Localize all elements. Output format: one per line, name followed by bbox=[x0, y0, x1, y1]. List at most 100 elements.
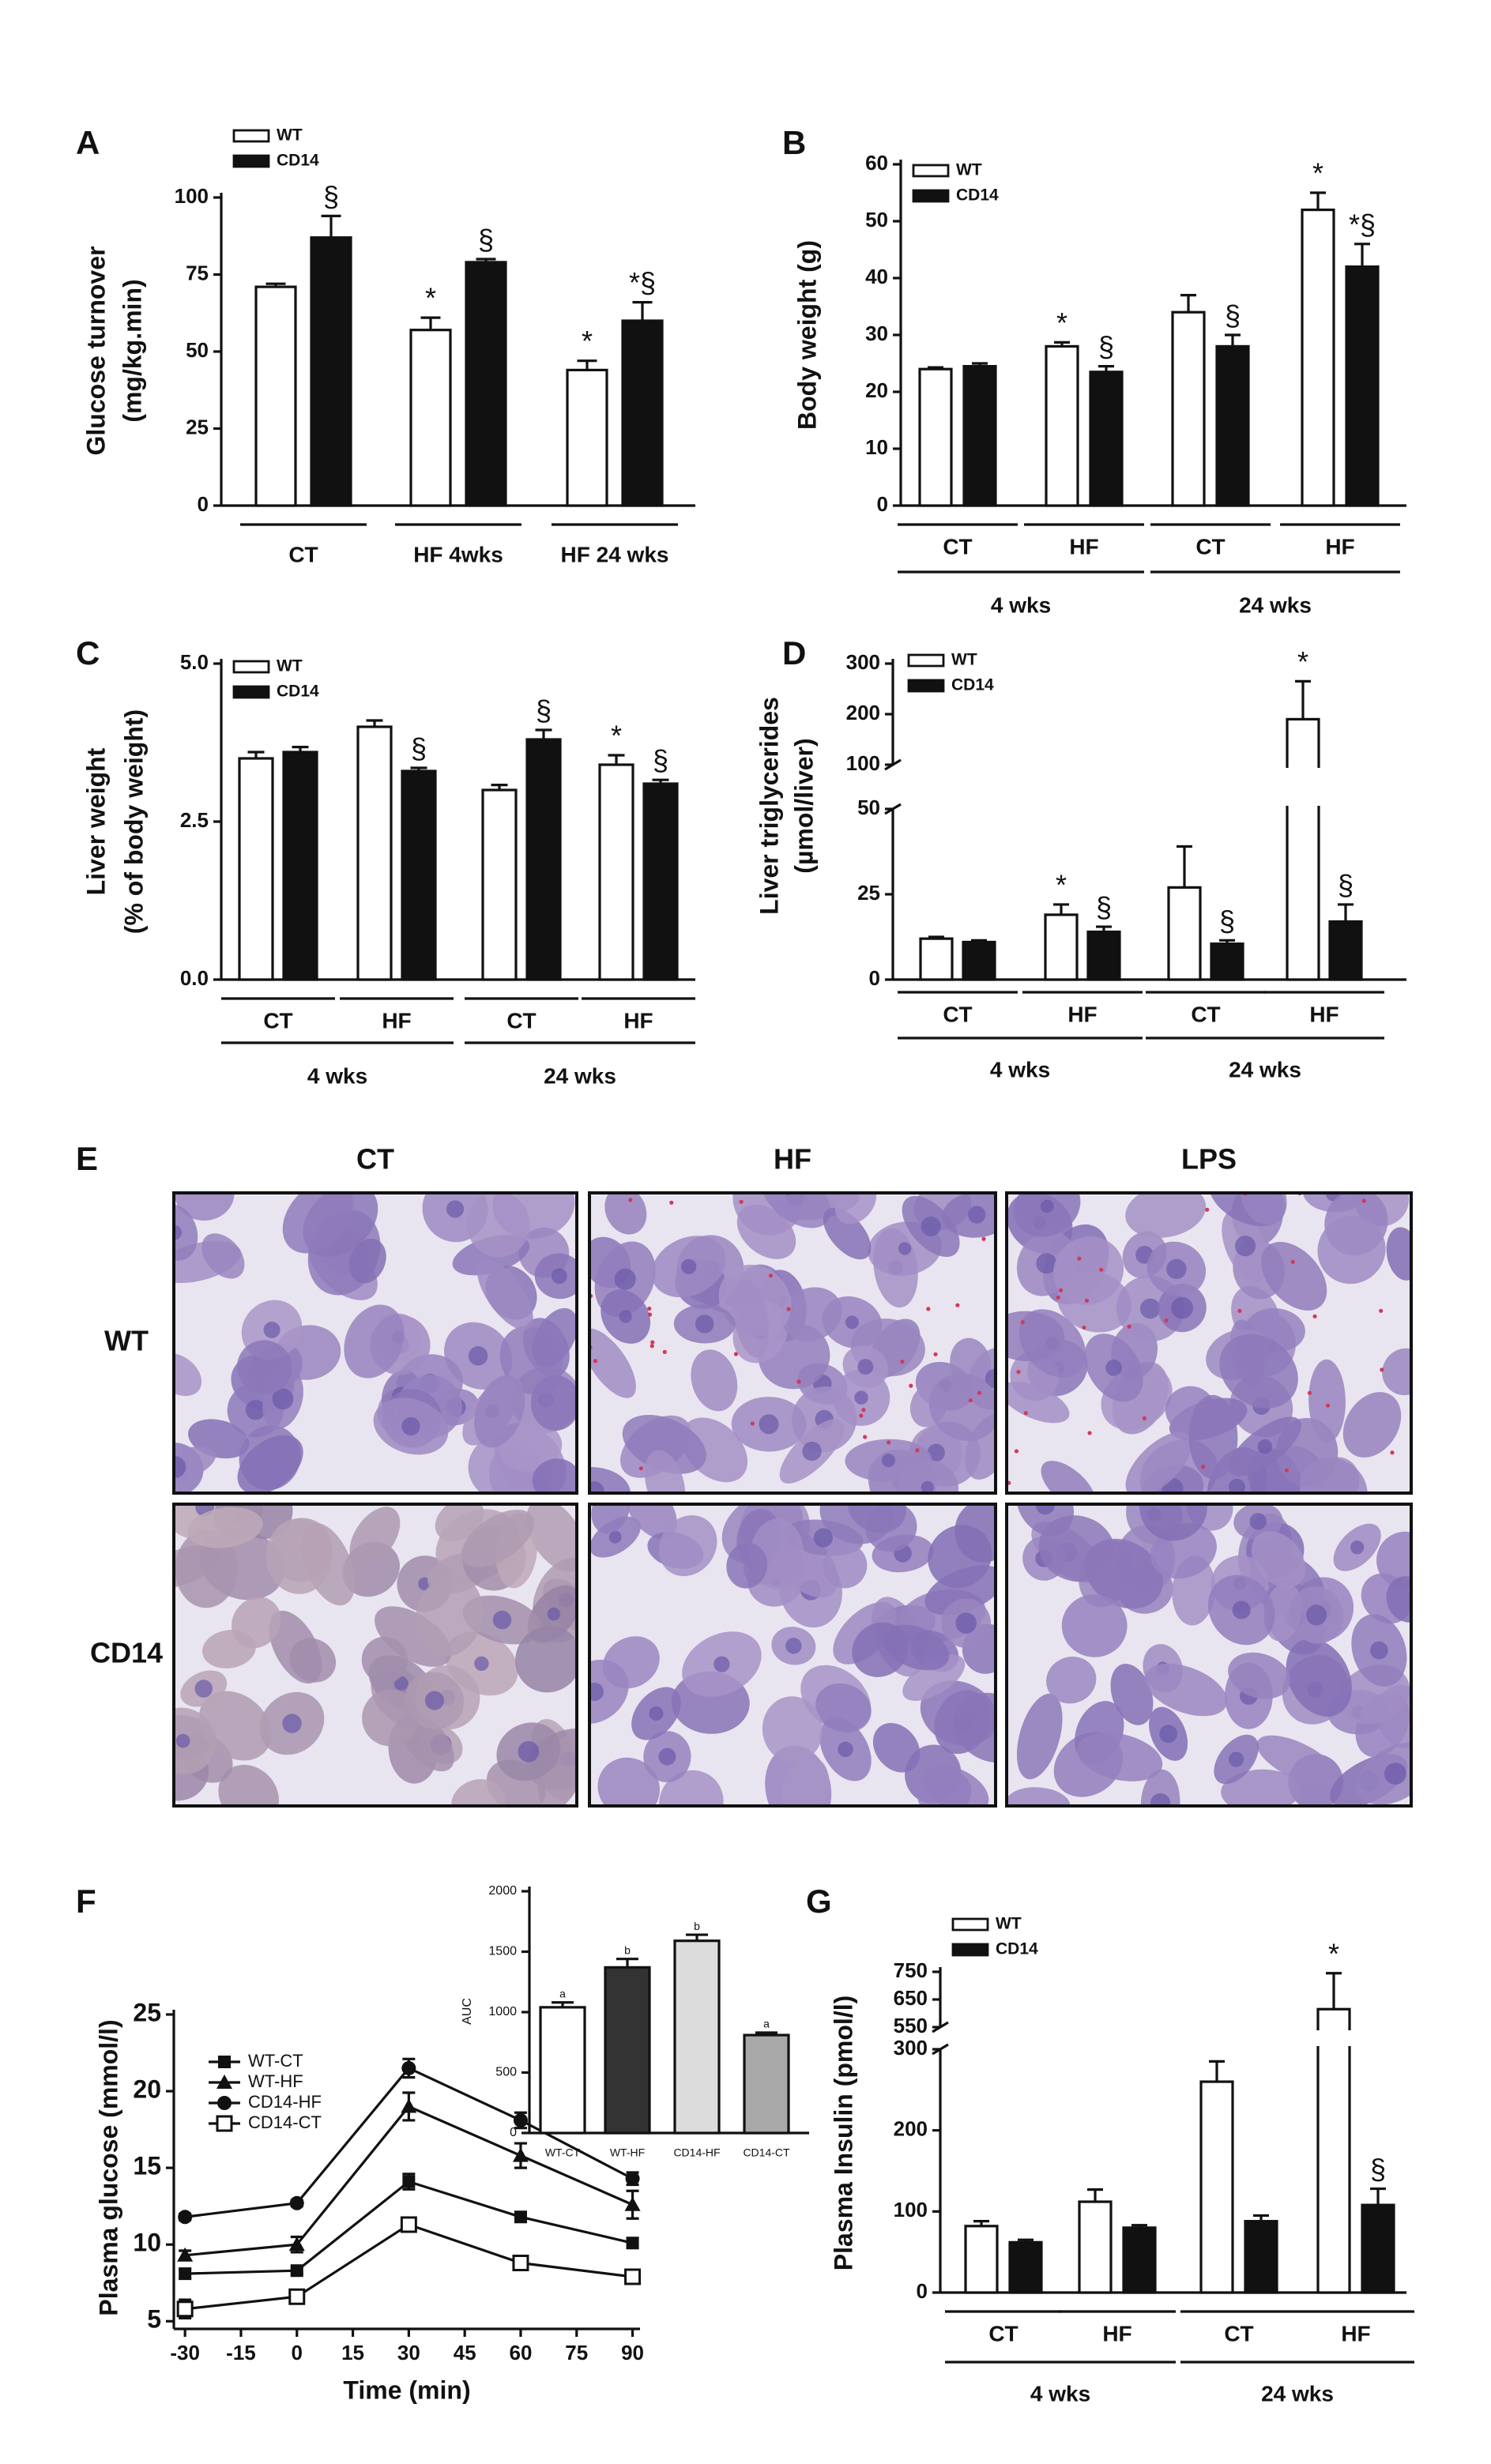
cell bbox=[1007, 1381, 1070, 1424]
bar bbox=[539, 2006, 586, 2135]
x-tick-label: HF bbox=[1309, 1002, 1339, 1026]
y-tick-label: 40 bbox=[865, 265, 888, 288]
lipid-droplet bbox=[981, 1236, 986, 1241]
nucleus bbox=[619, 1310, 632, 1323]
cell bbox=[461, 1509, 534, 1567]
lipid-droplet bbox=[1087, 1431, 1092, 1435]
x-tick-label: -15 bbox=[226, 2341, 256, 2364]
marker bbox=[177, 2247, 194, 2262]
nucleus bbox=[175, 1733, 190, 1748]
x-tick-label: WT-HF bbox=[610, 2146, 645, 2159]
x-tick-label: 90 bbox=[621, 2341, 644, 2364]
legend-swatch bbox=[232, 129, 270, 143]
lipid-droplet bbox=[1380, 1367, 1384, 1372]
micrograph bbox=[589, 1193, 996, 1493]
marker bbox=[176, 2300, 194, 2318]
cell bbox=[466, 1193, 530, 1258]
nucleus bbox=[1150, 1793, 1171, 1806]
legend-marker bbox=[216, 2115, 233, 2132]
legend-label: CD14 bbox=[951, 676, 994, 694]
marker bbox=[288, 2236, 305, 2251]
marker bbox=[178, 2210, 193, 2225]
cell bbox=[1382, 1348, 1411, 1396]
nucleus bbox=[424, 1691, 444, 1710]
significance-mark: § bbox=[478, 224, 494, 256]
cell bbox=[1386, 1227, 1411, 1281]
lipid-droplet bbox=[1290, 1259, 1295, 1264]
legend-swatch bbox=[951, 1917, 989, 1932]
cell bbox=[451, 1779, 506, 1806]
micrograph-frame bbox=[1005, 1503, 1413, 1808]
group-label: 24 wks bbox=[1229, 1057, 1301, 1082]
cell bbox=[922, 1765, 989, 1806]
cell bbox=[626, 1504, 677, 1540]
cell bbox=[658, 1515, 717, 1577]
cell bbox=[201, 1233, 245, 1279]
legend-label: WT bbox=[956, 161, 982, 179]
nucleus bbox=[1232, 1601, 1251, 1619]
lipid-droplet bbox=[650, 1340, 655, 1345]
lipid-droplet bbox=[796, 1379, 801, 1384]
y-tick-label: 0 bbox=[877, 492, 888, 516]
bar bbox=[598, 763, 634, 981]
cell bbox=[1299, 1457, 1368, 1493]
micrograph bbox=[174, 1504, 577, 1806]
y-tick-label: 0 bbox=[869, 966, 880, 990]
nucleus bbox=[263, 1321, 281, 1338]
lipid-droplet bbox=[1016, 1369, 1021, 1375]
cell bbox=[289, 1638, 337, 1683]
y-tick-label: 0 bbox=[510, 2126, 517, 2139]
cell bbox=[1256, 1735, 1338, 1786]
lipid-droplet bbox=[593, 1359, 598, 1364]
nucleus bbox=[518, 1740, 540, 1762]
nucleus bbox=[1139, 1298, 1161, 1319]
row-header: WT bbox=[104, 1325, 149, 1357]
cell bbox=[174, 1352, 202, 1397]
cell bbox=[1076, 1732, 1163, 1781]
bar bbox=[1345, 265, 1380, 507]
y-tick-label: 750 bbox=[894, 1958, 928, 1982]
cell bbox=[622, 1414, 706, 1474]
legend-marker bbox=[218, 2056, 231, 2068]
nucleus bbox=[695, 1315, 714, 1334]
break-mark bbox=[932, 2043, 949, 2056]
bar bbox=[919, 937, 954, 981]
micrograph bbox=[1007, 1193, 1411, 1493]
y-tick-label: 20 bbox=[133, 2075, 161, 2104]
cell bbox=[928, 1373, 996, 1441]
cell bbox=[348, 1238, 386, 1284]
cell bbox=[1041, 1461, 1096, 1493]
lipid-droplet bbox=[638, 1466, 643, 1471]
y-tick-label: 60 bbox=[865, 151, 888, 175]
nucleus bbox=[713, 1656, 730, 1672]
significance-mark: § bbox=[323, 180, 339, 213]
panel-letter: A bbox=[76, 124, 100, 161]
x-tick-label: HF 24 wks bbox=[561, 542, 669, 566]
nucleus bbox=[393, 1676, 409, 1691]
cell bbox=[1308, 1359, 1346, 1443]
x-tick-label: CD14-HF bbox=[673, 2146, 720, 2159]
cell bbox=[924, 1565, 996, 1616]
bar bbox=[1078, 2200, 1113, 2294]
cell bbox=[270, 1518, 333, 1582]
lipid-droplet bbox=[768, 1273, 774, 1278]
significance-mark: *§ bbox=[629, 266, 656, 299]
nucleus bbox=[1040, 1199, 1054, 1213]
nucleus bbox=[174, 1456, 186, 1478]
legend-swatch bbox=[232, 154, 270, 168]
bar bbox=[964, 2225, 999, 2294]
y-tick-label: 0.0 bbox=[180, 966, 209, 990]
cell bbox=[902, 1654, 966, 1701]
legend-swatch bbox=[232, 685, 270, 699]
nucleus bbox=[955, 1612, 977, 1634]
x-tick-label: CT bbox=[1191, 1002, 1220, 1026]
nucleus bbox=[1370, 1641, 1388, 1660]
bar bbox=[642, 782, 679, 981]
legend-marker bbox=[216, 2075, 232, 2089]
bar bbox=[465, 261, 507, 507]
cell bbox=[762, 1696, 823, 1763]
break-mark bbox=[884, 758, 902, 771]
significance-mark: § bbox=[1338, 868, 1354, 901]
legend-label: CD14 bbox=[277, 683, 319, 701]
cell bbox=[659, 1770, 724, 1806]
